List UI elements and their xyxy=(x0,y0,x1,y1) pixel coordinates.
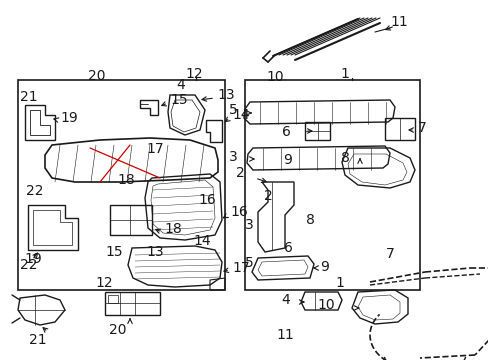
Text: 5: 5 xyxy=(229,103,238,117)
Text: 8: 8 xyxy=(341,151,349,165)
Text: 11: 11 xyxy=(276,328,293,342)
Text: 18: 18 xyxy=(163,222,182,236)
Text: 2: 2 xyxy=(236,166,244,180)
Text: 3: 3 xyxy=(229,150,238,164)
Text: 9: 9 xyxy=(319,260,328,274)
Text: 14: 14 xyxy=(193,234,210,248)
Text: 6: 6 xyxy=(282,125,290,139)
Bar xyxy=(244,80,419,290)
Text: 13: 13 xyxy=(217,88,234,102)
Text: 15: 15 xyxy=(105,245,122,259)
Text: 12: 12 xyxy=(95,276,113,289)
Text: 12: 12 xyxy=(184,67,202,81)
Text: 20: 20 xyxy=(88,69,105,82)
Text: 17: 17 xyxy=(231,261,249,275)
Text: 10: 10 xyxy=(266,71,284,84)
Text: 16: 16 xyxy=(198,193,215,207)
Text: 19: 19 xyxy=(60,111,78,125)
Text: 11: 11 xyxy=(389,15,407,29)
Text: 20: 20 xyxy=(109,323,126,337)
Text: 10: 10 xyxy=(317,298,334,312)
Text: 7: 7 xyxy=(386,247,394,261)
Text: 5: 5 xyxy=(244,256,253,270)
Text: 4: 4 xyxy=(281,293,289,307)
Text: 1: 1 xyxy=(339,67,348,81)
Text: 21: 21 xyxy=(29,333,47,347)
Text: 22: 22 xyxy=(20,258,38,272)
Text: 16: 16 xyxy=(229,205,247,219)
Text: 18: 18 xyxy=(117,173,135,187)
Text: 17: 17 xyxy=(146,143,164,156)
Bar xyxy=(108,295,118,303)
Text: 7: 7 xyxy=(417,121,426,135)
Text: 22: 22 xyxy=(26,184,43,198)
Text: 1: 1 xyxy=(334,276,343,289)
Text: 4: 4 xyxy=(176,78,184,91)
Text: 15: 15 xyxy=(170,93,187,107)
Text: 8: 8 xyxy=(305,213,314,226)
Bar xyxy=(18,80,224,290)
Text: 2: 2 xyxy=(264,189,272,203)
Text: 21: 21 xyxy=(20,90,37,104)
Text: 13: 13 xyxy=(146,245,164,259)
Bar xyxy=(105,292,160,315)
Text: 9: 9 xyxy=(283,153,292,167)
Text: 19: 19 xyxy=(24,252,42,266)
Text: 3: 3 xyxy=(244,218,253,232)
Text: 6: 6 xyxy=(283,242,292,255)
Text: 14: 14 xyxy=(231,108,249,122)
